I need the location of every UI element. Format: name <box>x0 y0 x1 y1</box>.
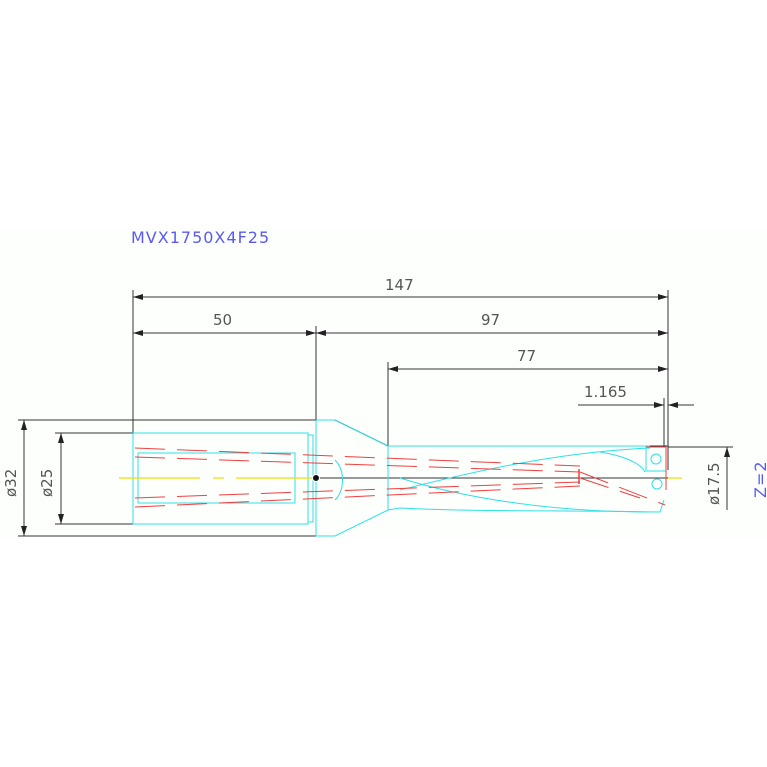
dim-label-1165: 1.165 <box>584 383 627 401</box>
dimension-97: 97 <box>316 311 668 336</box>
dimension-77: 77 <box>388 347 668 372</box>
tool-body <box>132 419 667 537</box>
drawing-area <box>0 228 767 540</box>
dimension-d175: ø17.5 <box>668 446 733 510</box>
dimension-1165: 1.165 <box>578 383 694 408</box>
dim-label-77: 77 <box>517 347 536 365</box>
dimension-147: 147 <box>133 276 668 300</box>
dim-label-50: 50 <box>213 311 232 329</box>
dim-label-147: 147 <box>385 276 414 294</box>
dimension-d25: ø25 <box>38 432 140 525</box>
gauge-point <box>312 474 320 482</box>
flute-count-label: Z=2 <box>751 460 767 498</box>
coolant-holes <box>134 447 666 508</box>
dim-label-d175: ø17.5 <box>705 462 723 505</box>
dim-label-97: 97 <box>481 311 500 329</box>
dim-label-d25: ø25 <box>38 469 56 497</box>
insert-outline <box>646 446 667 490</box>
dim-label-d32: ø32 <box>2 469 20 497</box>
tool-model-title: MVX1750X4F25 <box>131 228 270 247</box>
dimension-50: 50 <box>133 311 316 336</box>
